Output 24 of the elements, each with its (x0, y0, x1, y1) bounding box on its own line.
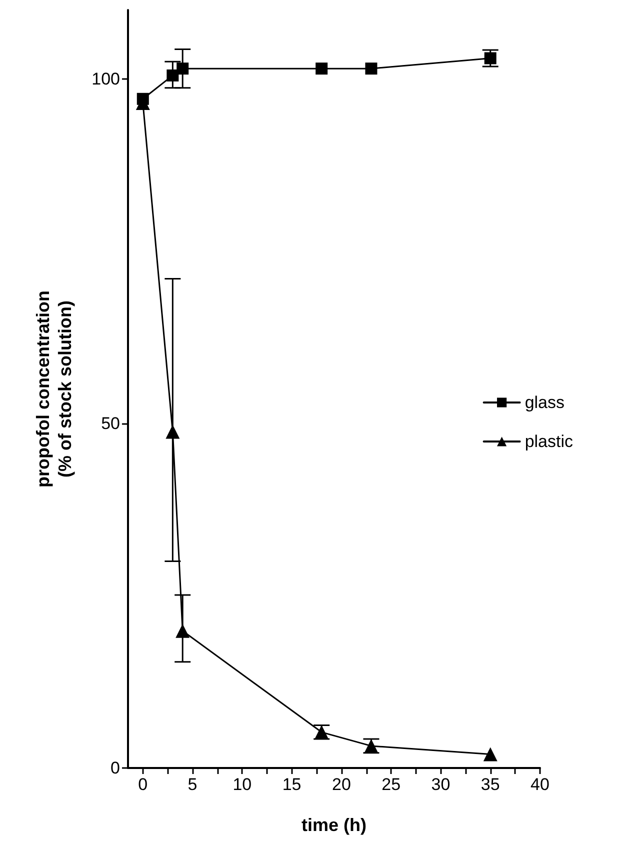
point (166, 69, 179, 82)
legend-label: glass (524, 393, 564, 412)
x-axis-title: time (h) (302, 815, 366, 835)
y-tick-label: 0 (110, 758, 120, 778)
y-axis-title: propofol concentration (% of stock solution) (33, 290, 75, 488)
x-tick-label: 5 (188, 775, 198, 794)
point (484, 52, 496, 64)
x-tick-label: 10 (232, 775, 252, 794)
x-tick-label: 30 (431, 775, 450, 794)
point (176, 624, 190, 638)
x-tick-label: 25 (382, 775, 401, 794)
point (176, 62, 189, 75)
x-tick-label: 20 (332, 775, 351, 794)
x-tick-label: 40 (530, 775, 550, 794)
y-tick-label: 100 (92, 69, 120, 88)
x-tick-label: 0 (138, 775, 148, 794)
x-tick-label: 35 (480, 775, 500, 794)
y-tick-label: 50 (101, 414, 120, 433)
point (316, 62, 328, 75)
point (483, 747, 498, 762)
x-tick-label: 15 (282, 775, 302, 794)
point (365, 62, 378, 75)
point (166, 424, 180, 439)
legend-label: plastic (524, 432, 574, 451)
